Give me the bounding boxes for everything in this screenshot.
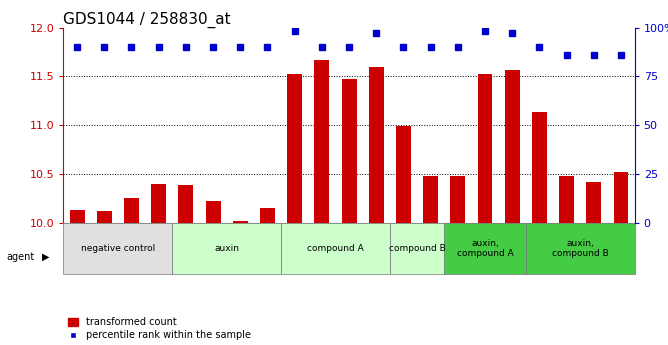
Bar	[559, 176, 574, 223]
Bar	[287, 75, 302, 223]
Text: auxin: auxin	[214, 244, 239, 253]
Bar	[260, 208, 275, 223]
Bar	[151, 184, 166, 223]
Bar	[178, 186, 193, 223]
Bar	[613, 172, 629, 223]
Bar	[505, 69, 520, 223]
Bar	[124, 198, 139, 223]
Bar	[232, 220, 248, 223]
Bar	[69, 210, 85, 223]
Bar	[97, 211, 112, 223]
Bar	[450, 176, 466, 223]
Text: negative control: negative control	[81, 244, 155, 253]
Legend: transformed count, percentile rank within the sample: transformed count, percentile rank withi…	[68, 317, 250, 340]
Text: ▶: ▶	[42, 252, 49, 262]
Text: GDS1044 / 258830_at: GDS1044 / 258830_at	[63, 11, 231, 28]
Bar	[390, 223, 444, 274]
Bar	[206, 201, 220, 223]
Bar	[532, 112, 547, 223]
Text: auxin,
compound B: auxin, compound B	[552, 239, 609, 258]
Bar	[478, 75, 492, 223]
Bar	[423, 176, 438, 223]
Text: auxin,
compound A: auxin, compound A	[457, 239, 514, 258]
Text: compound B: compound B	[389, 244, 446, 253]
Bar	[341, 79, 357, 223]
Bar	[172, 223, 281, 274]
Bar	[587, 181, 601, 223]
Bar	[281, 223, 390, 274]
Bar	[63, 223, 172, 274]
Bar	[396, 126, 411, 223]
Bar	[315, 60, 329, 223]
Bar	[444, 223, 526, 274]
Text: compound A: compound A	[307, 244, 364, 253]
Bar	[526, 223, 635, 274]
Text: agent: agent	[7, 252, 35, 262]
Bar	[369, 67, 383, 223]
